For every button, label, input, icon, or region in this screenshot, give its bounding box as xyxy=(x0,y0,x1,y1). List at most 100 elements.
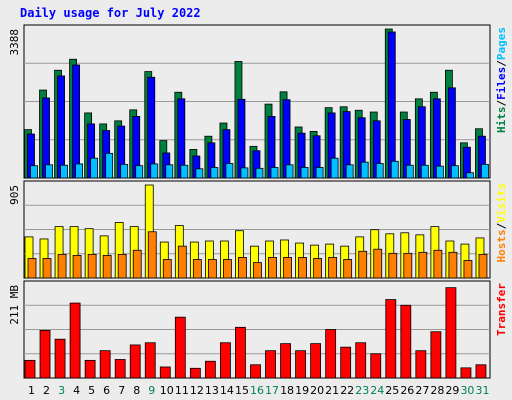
bar-pages xyxy=(60,164,68,179)
bar-transfer xyxy=(84,359,96,379)
bar-transfer xyxy=(325,329,337,379)
bar-pages xyxy=(360,161,369,179)
x-tick-label: 19 xyxy=(295,384,309,397)
bar-hosts xyxy=(147,231,157,279)
bar-hosts xyxy=(328,257,338,279)
x-tick-label: 23 xyxy=(355,384,369,397)
bar-hosts xyxy=(132,249,142,279)
bar-hosts xyxy=(373,248,383,279)
x-tick-label: 20 xyxy=(310,384,324,397)
bar-transfer xyxy=(415,350,427,379)
bar-pages xyxy=(45,164,53,179)
bar-transfer xyxy=(220,342,231,379)
bar-transfer xyxy=(24,359,36,379)
series-axis-label: Hosts/Visits xyxy=(495,183,508,263)
series-axis-label-part: Visits xyxy=(495,183,508,223)
x-tick-label: 26 xyxy=(400,384,414,397)
bar-pages xyxy=(210,167,219,179)
bar-hosts xyxy=(57,253,67,279)
bar-pages xyxy=(481,163,489,179)
series-axis-label-part: Pages xyxy=(495,27,508,60)
bar-transfer xyxy=(400,304,412,379)
series-axis-separator: / xyxy=(495,60,508,67)
bar-pages xyxy=(390,160,399,179)
bar-hosts xyxy=(358,250,368,279)
bar-files xyxy=(57,75,65,179)
bar-pages xyxy=(75,163,83,179)
series-axis-label-part: Hosts xyxy=(495,229,508,262)
x-tick-label: 3 xyxy=(58,384,65,397)
bar-pages xyxy=(30,165,38,179)
bar-transfer xyxy=(385,299,397,379)
bar-hosts xyxy=(177,245,187,279)
bar-pages xyxy=(451,165,459,179)
bar-pages xyxy=(120,163,129,179)
bar-pages xyxy=(225,163,234,179)
bar-pages xyxy=(195,168,204,179)
bar-transfer xyxy=(159,366,171,379)
bar-hosts xyxy=(463,260,473,279)
bar-hosts xyxy=(313,258,323,279)
x-tick-label: 28 xyxy=(430,384,444,397)
bar-transfer xyxy=(460,367,472,379)
bar-hosts xyxy=(72,254,82,279)
x-tick-label: 4 xyxy=(73,384,80,397)
x-tick-label: 15 xyxy=(235,384,249,397)
bar-transfer xyxy=(355,342,367,379)
bar-hosts xyxy=(27,258,37,279)
bar-pages xyxy=(405,164,414,179)
bar-pages xyxy=(420,164,429,179)
bar-pages xyxy=(375,163,384,179)
x-tick-label: 13 xyxy=(205,384,219,397)
x-tick-label: 30 xyxy=(460,384,474,397)
bar-hosts xyxy=(192,259,202,279)
bar-pages xyxy=(330,157,339,179)
bar-pages xyxy=(150,163,159,179)
bar-hosts xyxy=(433,249,443,279)
bar-files xyxy=(387,31,396,179)
bar-hosts xyxy=(388,252,398,279)
bar-pages xyxy=(180,164,189,179)
bar-transfer xyxy=(265,350,276,379)
chart-title: Daily usage for July 2022 xyxy=(20,6,201,20)
bar-hosts xyxy=(207,259,217,279)
x-tick-label: 27 xyxy=(415,384,429,397)
bar-transfer xyxy=(54,338,66,379)
bar-transfer xyxy=(235,326,246,379)
bar-hosts xyxy=(283,257,292,279)
bar-transfer xyxy=(370,353,382,379)
bar-files xyxy=(448,87,456,179)
bar-transfer xyxy=(475,364,487,379)
y-max-label: 905 xyxy=(8,185,21,205)
bar-hosts xyxy=(478,253,488,279)
bar-pages xyxy=(466,172,474,179)
bar-transfer xyxy=(340,346,352,379)
bar-files xyxy=(72,64,80,179)
x-tick-label: 18 xyxy=(280,384,294,397)
x-tick-label: 2 xyxy=(43,384,50,397)
y-max-label: 211 MB xyxy=(8,285,21,325)
bar-pages xyxy=(345,164,354,179)
x-tick-label: 8 xyxy=(133,384,140,397)
bar-transfer xyxy=(250,364,261,379)
x-tick-label: 24 xyxy=(370,384,384,397)
bar-hosts xyxy=(403,252,413,279)
bar-hosts xyxy=(418,251,428,279)
bar-pages xyxy=(240,167,249,179)
x-tick-label: 10 xyxy=(160,384,174,397)
x-tick-label: 16 xyxy=(250,384,264,397)
bar-hosts xyxy=(223,259,232,279)
bar-pages xyxy=(300,167,309,179)
bar-pages xyxy=(105,152,114,179)
bar-transfer xyxy=(204,360,216,379)
x-tick-label: 9 xyxy=(148,384,155,397)
bar-transfer xyxy=(189,367,201,379)
series-axis-label-part: Files xyxy=(495,67,508,100)
bar-pages xyxy=(135,165,144,179)
bar-hosts xyxy=(87,253,97,279)
bar-transfer xyxy=(280,343,291,379)
x-tick-label: 11 xyxy=(175,384,189,397)
bar-files xyxy=(147,76,156,179)
bar-transfer xyxy=(69,302,81,379)
